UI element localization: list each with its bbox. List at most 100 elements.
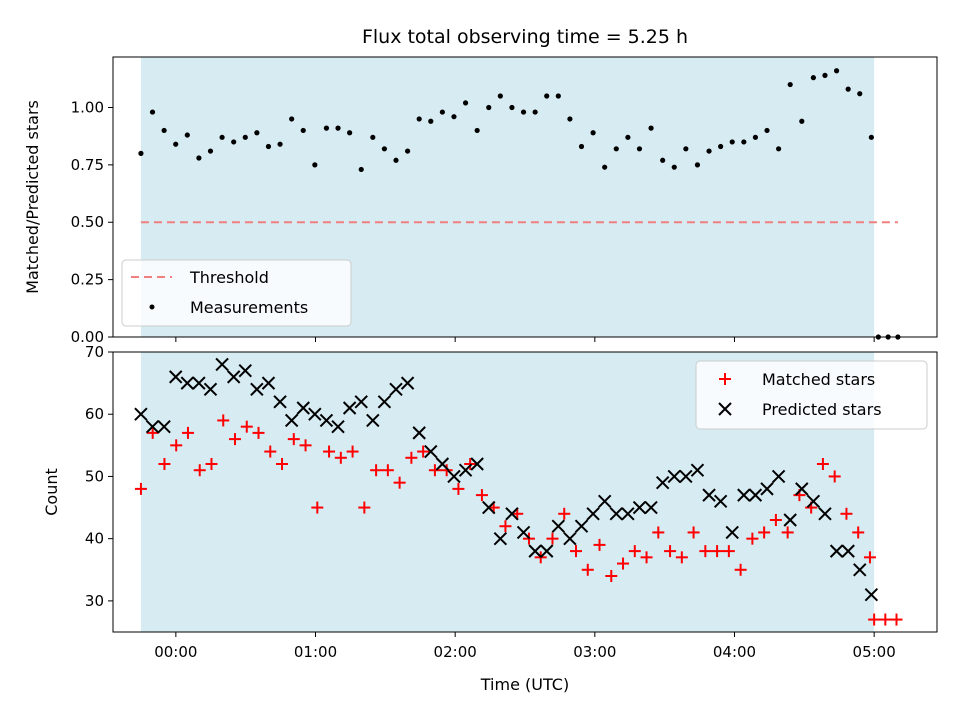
predicted-star-point [540,544,554,558]
top-y-axis-label: Matched/Predicted stars [23,100,42,294]
measurement-point [509,104,515,111]
legend-predicted-swatch [718,402,732,416]
matched-star-point [675,551,688,564]
matched-star-point [868,613,881,626]
predicted-star-point [389,382,403,397]
bottom-legend-box [695,360,928,430]
matched-star-point [890,613,903,626]
measurement-point [694,162,701,168]
predicted-stars-series [134,357,879,602]
measurement-point [787,81,793,88]
matched-star-point [711,545,724,558]
measurement-point [300,127,306,134]
measurement-point [428,118,434,124]
bottom-x-tick-label: 00:00 [154,643,197,661]
predicted-star-point [203,382,218,397]
matched-star-point [781,526,794,539]
predicted-star-point [795,482,809,496]
predicted-star-point [841,544,855,558]
bottom-y-tick-label: 70 [85,343,104,361]
bottom-y-tick-label: 60 [85,405,104,423]
top-legend: Threshold Measurements [121,259,352,327]
measurement-point [764,127,770,134]
bottom-y-axis-label: Count [42,468,61,516]
predicted-star-point [713,494,728,509]
top-axes-frame [112,56,938,338]
matched-star-point [769,514,782,526]
bottom-y-tick-label: 50 [85,467,104,485]
matched-star-point [193,464,206,477]
matched-star-point [828,470,841,483]
matched-star-point [475,489,488,502]
predicted-star-point [435,457,450,471]
measurement-point [822,72,828,78]
measurement-point [590,130,596,136]
predicted-star-point [690,463,705,477]
predicted-star-point [273,395,287,409]
measurement-point [718,143,724,150]
measurement-point [173,141,179,147]
predicted-star-point [250,382,264,397]
matched-star-point [569,545,582,558]
matched-star-point [393,476,406,489]
measurement-point [323,125,330,131]
predicted-star-point [737,488,751,502]
bottom-axes-frame [112,351,938,633]
measurement-point [683,146,689,152]
ratio-panel: Flux total observing time = 5.25 h 0.000… [23,26,938,346]
matched-star-point [405,451,418,464]
top-legend-box [121,259,352,327]
matched-star-point [240,420,253,433]
matched-star-point [816,458,829,470]
top-y-tick-label: 1.00 [71,98,104,116]
predicted-star-point [169,370,183,384]
measurement-point [613,146,619,152]
predicted-star-point [748,488,763,502]
matched-star-point [758,526,771,539]
predicted-star-point [586,507,600,521]
measurement-point [462,100,469,106]
matched-star-point [428,464,441,477]
predicted-star-point [667,469,681,484]
matched-star-point [581,563,594,576]
predicted-star-point [157,419,171,434]
measurement-point [149,109,156,115]
measurement-point [404,148,411,154]
predicted-star-point [261,376,276,390]
top-y-tick-label: 0.00 [71,328,104,346]
measurement-point [439,109,445,115]
matched-star-point [840,507,853,520]
predicted-star-point [180,376,195,390]
measurement-point [370,134,376,140]
matched-star-point [229,433,242,446]
matched-star-point [358,501,371,514]
matched-star-point [499,520,512,533]
predicted-star-point [424,444,438,459]
measurement-point [277,141,283,147]
measurement-point [833,68,840,74]
predicted-star-point [308,407,322,421]
measurement-point [474,127,480,134]
measurement-point [532,109,538,115]
matched-star-point [664,545,677,558]
predicted-star-point [829,544,844,558]
matched-star-point [464,458,477,470]
matched-star-point [652,526,665,539]
bottom-x-tick-label: 05:00 [853,643,896,661]
bottom-x-tick-label: 04:00 [713,643,756,661]
matched-star-point [617,557,630,570]
predicted-star-point [482,500,496,515]
bottom-x-tick-label: 02:00 [434,643,477,661]
legend-measurements-label: Measurements [190,298,308,317]
bottom-y-tick-label: 30 [85,592,104,610]
matched-star-point [158,458,171,470]
predicted-star-point [679,469,693,484]
matched-star-point [546,532,559,545]
predicted-star-point [134,407,148,421]
matched-star-point [687,526,700,539]
predicted-star-point [760,482,774,496]
measurement-point [636,146,643,152]
predicted-star-point [864,587,879,602]
measurement-point [868,134,874,140]
